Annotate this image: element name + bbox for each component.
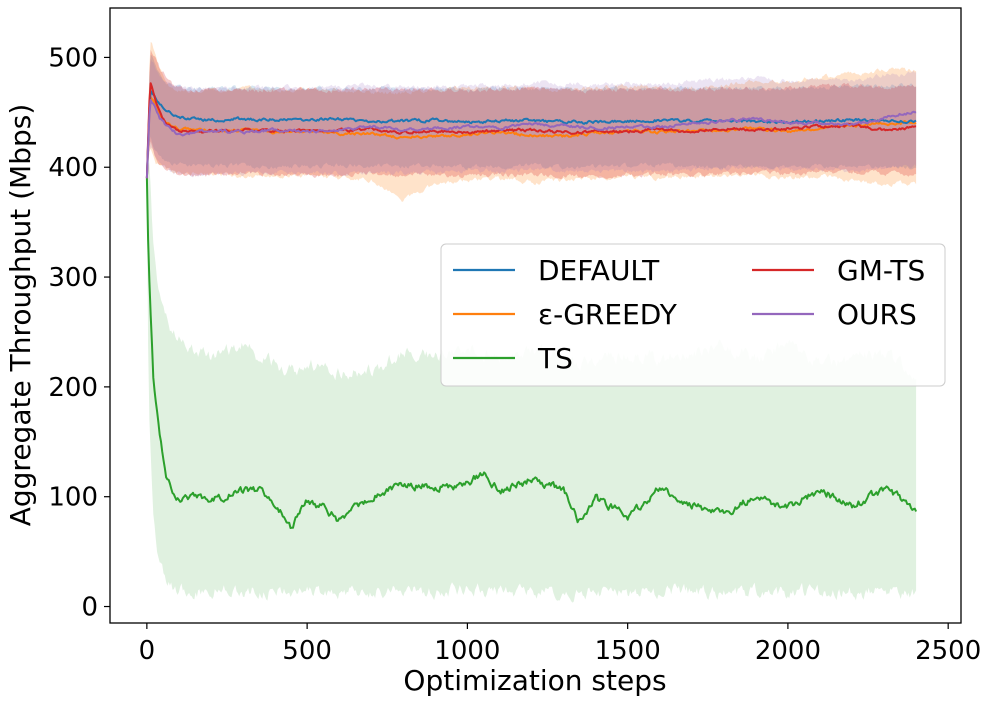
x-tick-label: 500	[282, 636, 332, 666]
x-axis-label: Optimization steps	[403, 664, 666, 697]
y-tick-label: 200	[48, 373, 98, 403]
legend-label-gm-ts: GM-TS	[837, 254, 925, 287]
band-ours	[146, 58, 917, 179]
legend-entry-default: DEFAULT	[453, 254, 660, 287]
y-tick-label: 500	[48, 43, 98, 73]
legend-label-ours: OURS	[837, 298, 917, 331]
legend-label-ts: TS	[537, 342, 573, 375]
legend: DEFAULT ε-GREEDY TS GM-TS OURS	[440, 243, 946, 387]
line-ts	[145, 178, 918, 529]
y-tick-label: 400	[48, 153, 98, 183]
legend-entry-e-greedy: ε-GREEDY	[453, 298, 678, 331]
band-default	[146, 54, 917, 179]
x-tick-label: 0	[139, 636, 156, 666]
band-greedy	[146, 42, 917, 202]
line-ours	[145, 99, 917, 179]
x-tick-label: 1000	[434, 636, 500, 666]
x-axis-ticks: 0 500 1000 1500 2000 2500	[139, 623, 981, 666]
band-gm-ts	[146, 49, 917, 180]
legend-entry-gm-ts: GM-TS	[752, 254, 925, 287]
x-tick-label: 2500	[915, 636, 981, 666]
y-tick-label: 0	[81, 593, 98, 623]
x-tick-label: 2000	[755, 636, 821, 666]
y-tick-label: 100	[48, 483, 98, 513]
y-tick-label: 300	[48, 263, 98, 293]
legend-box	[440, 243, 946, 387]
line-greedy	[145, 96, 917, 179]
legend-entry-ts: TS	[453, 342, 573, 375]
y-axis-ticks: 0 100 200 300 400 500	[48, 43, 110, 623]
series-lines	[145, 82, 918, 529]
legend-entry-ours: OURS	[752, 298, 917, 331]
legend-label-e-greedy: ε-GREEDY	[538, 298, 678, 331]
legend-label-default: DEFAULT	[538, 254, 660, 287]
plot-frame	[109, 7, 962, 624]
x-tick-label: 1500	[595, 636, 661, 666]
y-axis-label: Aggregate Throughput (Mbps)	[4, 104, 37, 527]
